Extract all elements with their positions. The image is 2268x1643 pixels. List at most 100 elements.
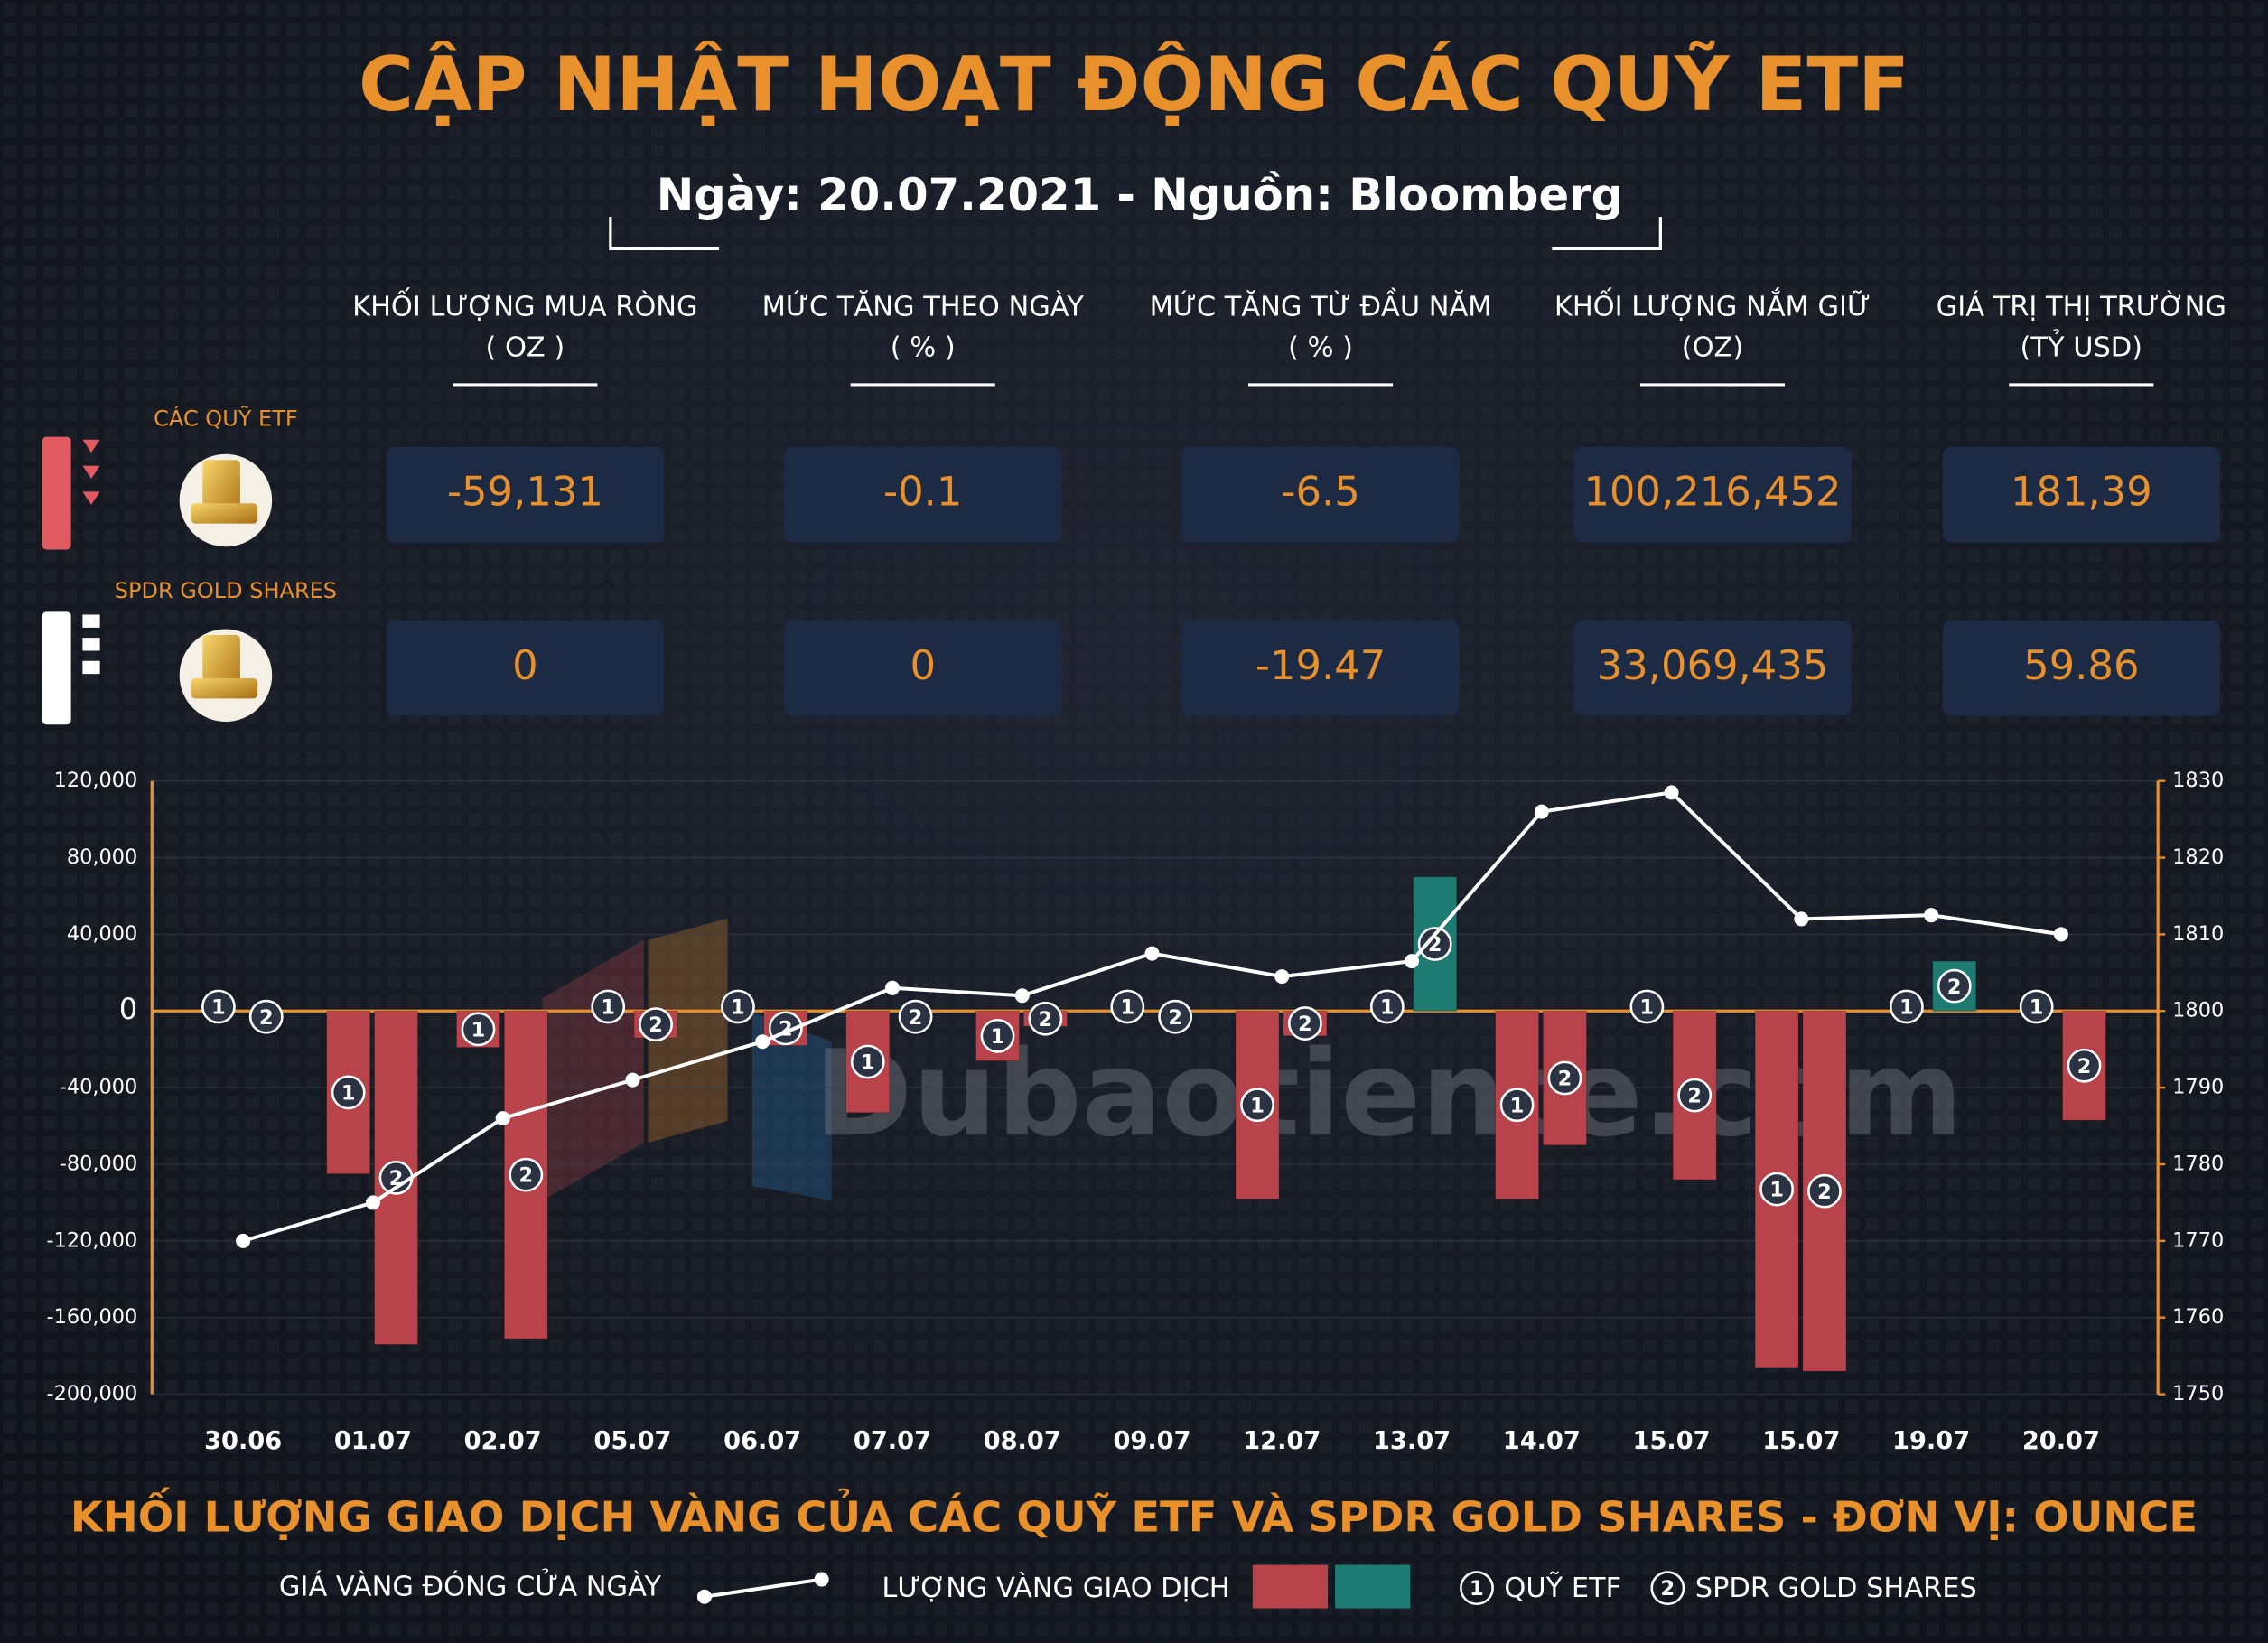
- y-tick-label: -120,000: [47, 1228, 138, 1252]
- series-marker-label: 1: [1510, 1094, 1525, 1117]
- series-marker-label: 1: [1640, 996, 1655, 1020]
- column-unit: (OZ): [1682, 331, 1744, 363]
- chart-title: KHỐI LƯỢNG GIAO DỊCH VÀNG CỦA CÁC QUỸ ET…: [70, 1487, 2198, 1541]
- y-tick-label: -80,000: [60, 1152, 138, 1175]
- y2-tick-label: 1750: [2172, 1382, 2224, 1405]
- stat-box: [1942, 620, 2221, 716]
- y2-tick-label: 1760: [2172, 1305, 2224, 1329]
- series-marker-label: 2: [1817, 1181, 1832, 1204]
- column-header: MỨC TĂNG THEO NGÀY: [762, 290, 1085, 323]
- column-unit: ( % ): [891, 331, 956, 363]
- stat-value: -59,131: [447, 468, 603, 516]
- y2-tick-label: 1780: [2172, 1152, 2224, 1175]
- legend-marker-label: 1: [1470, 1577, 1484, 1601]
- row-label: SPDR GOLD SHARES: [115, 578, 337, 603]
- stat-value: 33,069,435: [1597, 641, 1829, 689]
- y2-tick-label: 1810: [2172, 922, 2224, 946]
- x-tick-label: 19.07: [1892, 1427, 1970, 1455]
- series-marker: [1937, 968, 1972, 1004]
- x-tick-label: 14.07: [1503, 1427, 1581, 1455]
- price-point: [365, 1195, 380, 1210]
- legend-label: GIÁ VÀNG ĐÓNG CỬA NGÀY: [279, 1568, 662, 1603]
- series-marker: [2067, 1048, 2102, 1083]
- bracket-left: [609, 217, 719, 251]
- y-tick-label: 0: [119, 992, 137, 1026]
- x-tick-label: 01.07: [334, 1427, 412, 1455]
- price-point: [1405, 954, 1420, 969]
- gold-icon: [179, 629, 273, 723]
- bracket-right: [1552, 217, 1662, 251]
- y2-tick-label: 1830: [2172, 769, 2224, 792]
- stat-box: [1573, 620, 1852, 716]
- title: CẬP NHẬT HOẠT ĐỘNG CÁC QUỸ ETF: [359, 39, 1909, 128]
- series-marker-label: 2: [1687, 1085, 1702, 1108]
- legend-label: SPDR GOLD SHARES: [1695, 1573, 1977, 1604]
- series-marker: [591, 989, 626, 1024]
- stat-box: [784, 446, 1062, 543]
- series-marker: [1807, 1173, 1842, 1209]
- price-point: [884, 980, 900, 995]
- series-marker-label: 1: [991, 1025, 1005, 1049]
- series-marker-label: 1: [1769, 1179, 1784, 1202]
- series-marker-label: 2: [1558, 1068, 1573, 1091]
- series-marker: [1240, 1088, 1274, 1123]
- series-marker: [1759, 1172, 1795, 1207]
- x-tick-label: 30.06: [204, 1427, 282, 1455]
- legend-line: [704, 1577, 822, 1599]
- price-point: [1664, 785, 1679, 800]
- x-tick-label: 02.07: [464, 1427, 542, 1455]
- legend-point: [814, 1572, 829, 1587]
- stat-value: 0: [512, 641, 538, 689]
- series-marker: [1288, 1006, 1322, 1041]
- column-unit: (TỶ USD): [2021, 328, 2143, 363]
- series-marker: [331, 1075, 366, 1110]
- legend-marker: [1650, 1571, 1685, 1606]
- row-label: CÁC QUỸ ETF: [154, 404, 298, 431]
- series-marker: [980, 1018, 1015, 1053]
- series-marker: [509, 1157, 544, 1192]
- stat-box: [386, 620, 665, 716]
- series-marker: [639, 1007, 673, 1042]
- series-marker: [1417, 927, 1452, 961]
- series-marker: [1110, 989, 1145, 1024]
- series-marker: [898, 999, 933, 1034]
- y-tick-label: -200,000: [47, 1382, 138, 1405]
- stat-box: [1573, 446, 1852, 543]
- y-tick-label: 80,000: [67, 845, 137, 869]
- y2-tick-label: 1820: [2172, 845, 2224, 869]
- series-marker-label: 2: [1039, 1008, 1053, 1032]
- series-marker-label: 1: [601, 996, 615, 1020]
- series-marker-label: 2: [1298, 1013, 1312, 1036]
- series-marker-label: 2: [2077, 1055, 2092, 1078]
- y-tick-label: 40,000: [67, 922, 137, 946]
- series-marker-label: 1: [1250, 1094, 1265, 1117]
- y-tick-label: -40,000: [60, 1076, 138, 1099]
- stat-box: [1181, 620, 1460, 716]
- column-header: KHỐI LƯỢNG MUA RÒNG: [352, 287, 697, 323]
- series-marker-label: 1: [341, 1082, 356, 1106]
- y2-tick-label: 1770: [2172, 1228, 2224, 1252]
- stat-value: -6.5: [1281, 468, 1359, 516]
- price-point: [1924, 908, 1939, 923]
- legend-swatch: [1252, 1564, 1329, 1609]
- price-point: [625, 1072, 640, 1088]
- stat-value: -19.47: [1255, 641, 1386, 689]
- series-marker: [721, 989, 755, 1024]
- price-point: [236, 1233, 251, 1248]
- series-marker-label: 1: [861, 1051, 875, 1075]
- price-point: [2053, 927, 2068, 942]
- price-point: [1144, 946, 1160, 961]
- series-marker-label: 1: [471, 1019, 486, 1042]
- x-tick-label: 13.07: [1373, 1427, 1451, 1455]
- column-unit: ( OZ ): [485, 331, 565, 363]
- price-point: [755, 1034, 770, 1050]
- series-marker: [248, 999, 284, 1034]
- x-tick-label: 06.07: [723, 1427, 801, 1455]
- price-point: [1534, 804, 1549, 819]
- price-point: [1794, 911, 1809, 927]
- series-marker-label: 2: [1168, 1006, 1182, 1030]
- stat-box: [1942, 446, 2221, 543]
- series-marker: [1677, 1078, 1713, 1113]
